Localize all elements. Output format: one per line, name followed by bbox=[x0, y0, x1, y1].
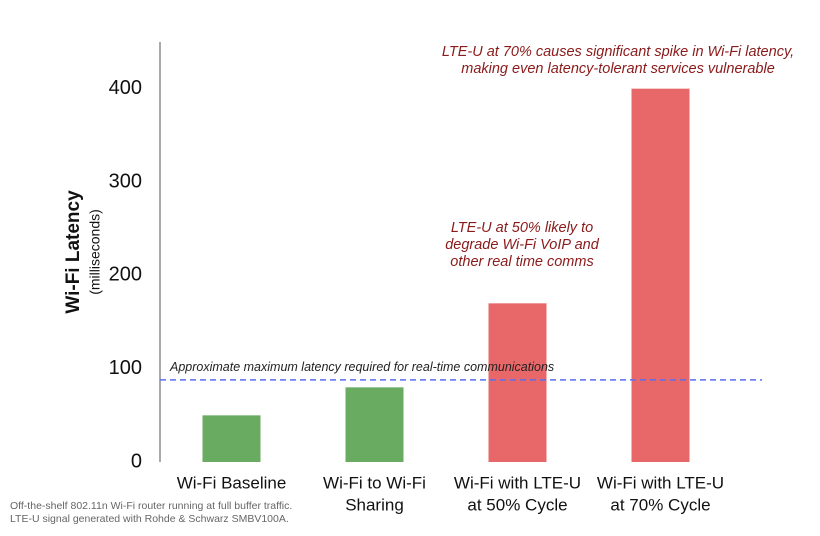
y-title: Wi-Fi Latency bbox=[63, 190, 84, 314]
annotation: other real time comms bbox=[450, 254, 593, 270]
y-tick-label: 100 bbox=[109, 357, 142, 379]
bar bbox=[631, 88, 690, 463]
annotation: LTE-U at 70% causes significant spike in… bbox=[442, 44, 794, 60]
y-tick-label: 400 bbox=[109, 77, 142, 99]
footnote: LTE-U signal generated with Rohde & Schw… bbox=[10, 513, 289, 525]
y-tick-label: 300 bbox=[109, 170, 142, 192]
reference-label: Approximate maximum latency required for… bbox=[169, 360, 554, 374]
footnote: Off-the-shelf 802.11n Wi-Fi router runni… bbox=[10, 500, 292, 512]
x-tick-label: at 70% Cycle bbox=[610, 495, 710, 514]
y-tick-label: 200 bbox=[109, 264, 142, 286]
y-tick-label: 0 bbox=[131, 450, 142, 472]
annotation: making even latency-tolerant services vu… bbox=[461, 61, 775, 77]
x-tick-label: Wi-Fi with LTE-U bbox=[597, 473, 724, 492]
y-subtitle: (milliseconds) bbox=[87, 209, 103, 295]
y-title-group: Wi-Fi Latency (milliseconds) bbox=[63, 190, 103, 314]
x-tick-label: Sharing bbox=[345, 495, 404, 514]
x-tick-label: Wi-Fi with LTE-U bbox=[454, 473, 581, 492]
bar bbox=[345, 387, 404, 462]
x-tick-label: at 50% Cycle bbox=[467, 495, 567, 514]
annotation: degrade Wi-Fi VoIP and bbox=[445, 237, 599, 253]
x-tick-label: Wi-Fi Baseline bbox=[177, 473, 287, 492]
bar bbox=[202, 415, 261, 462]
bar bbox=[488, 303, 547, 462]
annotation: LTE-U at 50% likely to bbox=[451, 220, 593, 236]
x-tick-label: Wi-Fi to Wi-Fi bbox=[323, 473, 426, 492]
